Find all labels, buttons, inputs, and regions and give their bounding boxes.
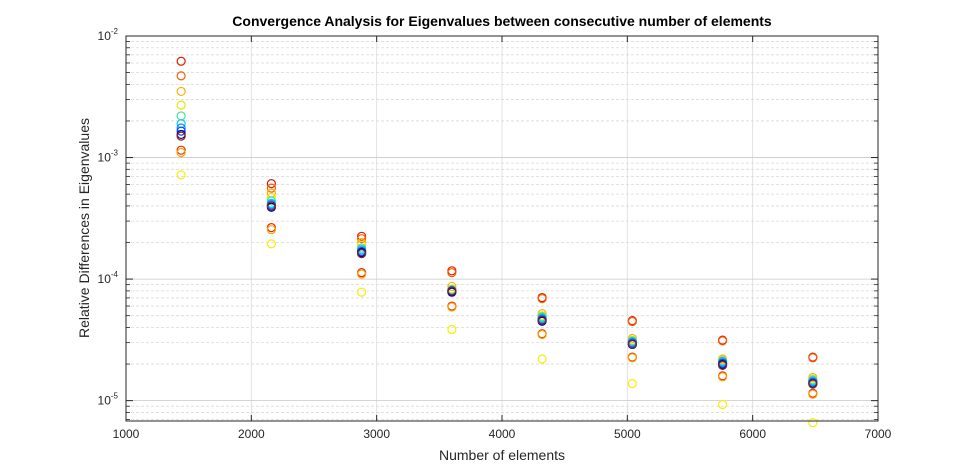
grid-layer xyxy=(126,36,878,421)
data-point xyxy=(447,268,457,278)
x-tick-label: 2000 xyxy=(238,427,265,441)
data-point xyxy=(176,56,186,66)
data-point xyxy=(357,287,367,297)
data-point xyxy=(717,336,728,346)
data-point xyxy=(357,269,367,279)
data-point xyxy=(176,126,186,136)
data-series xyxy=(176,131,818,389)
y-tick-label: 10-2 xyxy=(98,27,119,43)
data-point xyxy=(447,286,457,296)
x-tick-label: 3000 xyxy=(363,427,390,441)
data-point xyxy=(266,196,276,206)
x-tick-label: 6000 xyxy=(739,427,766,441)
data-point xyxy=(176,170,186,180)
data-point xyxy=(808,417,818,428)
data-point xyxy=(266,179,276,189)
y-axis-label: Relative Differences in Eigenvalues xyxy=(76,118,92,338)
data-point xyxy=(447,281,457,292)
data-point xyxy=(447,324,457,335)
data-point xyxy=(176,86,186,97)
data-point xyxy=(717,399,728,410)
chart-title: Convergence Analysis for Eigenvalues bet… xyxy=(232,13,772,29)
data-point xyxy=(176,100,186,110)
data-point xyxy=(357,249,367,259)
data-point xyxy=(266,183,276,193)
data-point xyxy=(627,379,637,389)
y-tick-label: 10-4 xyxy=(98,270,119,286)
data-point xyxy=(808,379,818,389)
x-tick-label: 7000 xyxy=(865,427,892,441)
data-point xyxy=(266,225,276,235)
data-point xyxy=(537,315,547,325)
data-point xyxy=(537,329,547,340)
data-point xyxy=(537,294,547,304)
y-tick-labels: 10-2 10-3 10-4 10-5 xyxy=(98,27,119,408)
data-point xyxy=(176,147,186,158)
data-point xyxy=(176,71,186,81)
data-point xyxy=(717,372,728,382)
data-point xyxy=(176,145,186,155)
data-point xyxy=(176,131,186,141)
x-tick-label: 1000 xyxy=(113,427,140,441)
data-point xyxy=(627,339,637,350)
data-point xyxy=(357,234,367,244)
data-point xyxy=(537,354,547,364)
y-tick-label: 10-5 xyxy=(98,392,119,408)
data-series xyxy=(176,147,818,399)
data-point xyxy=(627,353,637,363)
data-point xyxy=(808,389,818,399)
data-point xyxy=(357,231,367,241)
data-series xyxy=(176,170,818,428)
data-point xyxy=(266,239,276,249)
data-point xyxy=(808,353,818,363)
data-layer xyxy=(176,56,818,428)
data-series xyxy=(176,71,818,363)
data-point xyxy=(447,302,457,312)
x-tick-label: 5000 xyxy=(614,427,641,441)
x-tick-labels: 1000 2000 3000 4000 5000 6000 7000 xyxy=(113,427,892,441)
data-point xyxy=(627,316,637,327)
data-point xyxy=(266,201,276,211)
x-tick-label: 4000 xyxy=(489,427,516,441)
data-point xyxy=(717,360,728,370)
y-tick-label: 10-3 xyxy=(98,149,119,165)
tick-layer xyxy=(125,35,879,421)
x-axis-label: Number of elements xyxy=(439,447,565,463)
